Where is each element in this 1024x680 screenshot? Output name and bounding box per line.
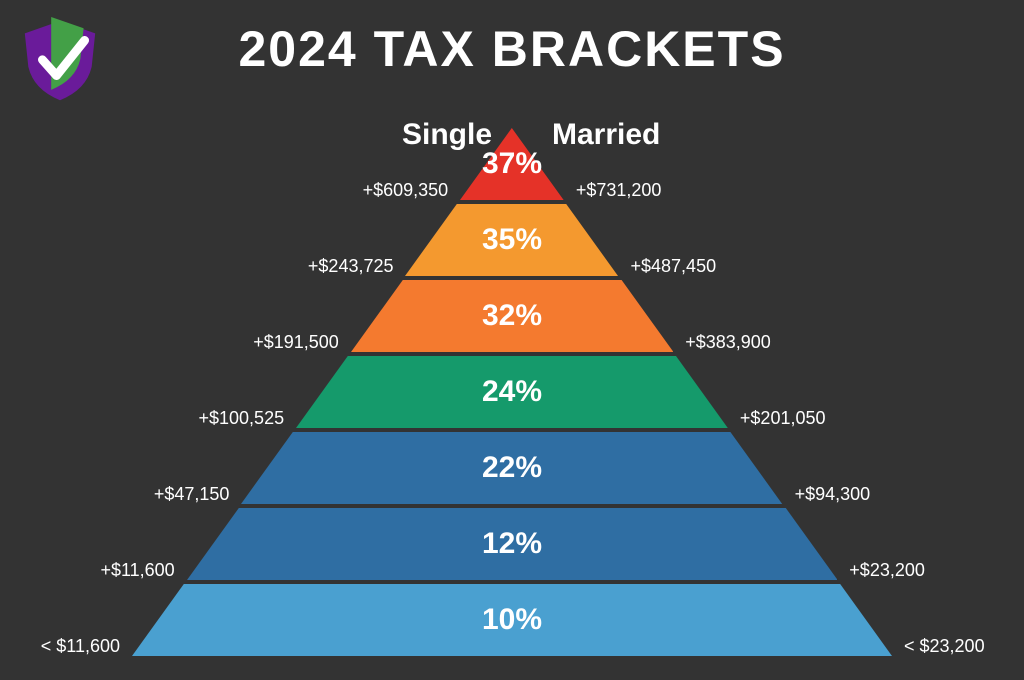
tier-24: 24% <box>296 356 728 428</box>
single-threshold: +$100,525 <box>199 408 285 429</box>
page-title: 2024 TAX BRACKETS <box>0 20 1024 78</box>
married-threshold: +$23,200 <box>849 560 925 581</box>
married-threshold: +$94,300 <box>795 484 871 505</box>
tier-rate: 22% <box>241 432 782 504</box>
column-label-married: Married <box>552 118 660 152</box>
single-threshold: +$243,725 <box>308 256 394 277</box>
married-threshold: +$731,200 <box>576 180 662 201</box>
tier-rate: 35% <box>405 204 618 276</box>
tier-12: 12% <box>187 508 838 580</box>
tier-35: 35% <box>405 204 618 276</box>
tier-rate: 12% <box>187 508 838 580</box>
tier-22: 22% <box>241 432 782 504</box>
single-threshold: +$11,600 <box>100 560 174 581</box>
tier-37: 37% <box>460 128 564 200</box>
single-threshold: < $11,600 <box>41 636 120 657</box>
tier-rate: 32% <box>351 280 673 352</box>
married-threshold: +$487,450 <box>631 256 717 277</box>
infographic-canvas: 2024 TAX BRACKETS Single Married 10%< $1… <box>0 0 1024 680</box>
tier-10: 10% <box>132 584 892 656</box>
single-threshold: +$609,350 <box>363 180 449 201</box>
married-threshold: < $23,200 <box>904 636 985 657</box>
tier-rate: 24% <box>296 356 728 428</box>
tier-rate: 10% <box>132 584 892 656</box>
married-threshold: +$201,050 <box>740 408 826 429</box>
single-threshold: +$191,500 <box>253 332 339 353</box>
tier-32: 32% <box>351 280 673 352</box>
single-threshold: +$47,150 <box>154 484 230 505</box>
tier-rate: 37% <box>460 128 564 200</box>
married-threshold: +$383,900 <box>685 332 771 353</box>
